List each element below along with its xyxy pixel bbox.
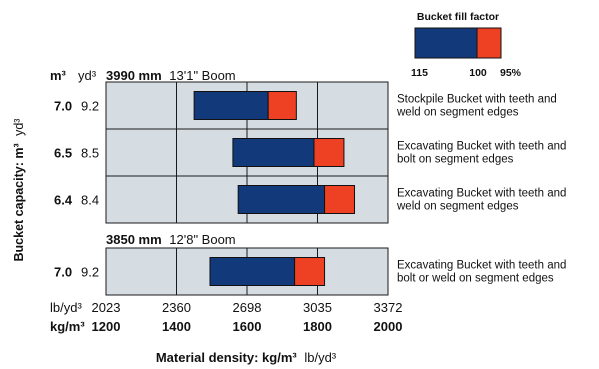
capacity-yd3-g0-r0: 9.2 (81, 99, 99, 114)
header-unit-metric: m³ (50, 68, 67, 83)
capacity-yd3-g1-r0: 9.2 (81, 265, 99, 280)
description-g0-r0-line0: Stockpile Bucket with teeth and (397, 94, 557, 106)
x-tick-kg-4: 2000 (374, 319, 403, 334)
x-tick-kg-0: 1200 (92, 319, 121, 334)
boom-header-2-light: 12'8" Boom (169, 232, 235, 247)
bars-layer (193, 91, 356, 286)
capacity-yd3-g0-r2: 8.4 (81, 193, 99, 208)
description-g0-r0-line1: weld on segment edges (396, 107, 519, 119)
x-tick-lb-2: 2698 (233, 300, 262, 315)
x-tick-lb-0: 2023 (92, 300, 121, 315)
x-tick-labels: 2023 1200 2360 1400 2698 1600 3035 1800 3372 2000 (92, 300, 403, 334)
legend-swatch-base (414, 27, 478, 59)
x-axis-lb-unit: lb/yd³ (50, 300, 82, 315)
x-axis-title: Material density: kg/m³ lb/yd³ (156, 350, 337, 365)
boom-header-2: 3850 mm 12'8" Boom (106, 232, 236, 247)
x-axis-kg-unit: kg/m³ (50, 319, 85, 334)
y-axis-title-bold: Bucket capacity: m³ (12, 143, 26, 261)
legend-label-115: 115 (411, 67, 428, 79)
header-unit-imperial: yd³ (78, 68, 97, 83)
bar-base-g0-r1 (232, 138, 315, 167)
boom-header-1-light: 13'1" Boom (169, 68, 235, 83)
capacity-yd3-g0-r1: 8.5 (81, 146, 99, 161)
bar-base-g0-r2 (237, 185, 326, 214)
x-axis-title-light: lb/yd³ (304, 350, 336, 365)
row-labels: 7.0 9.2 6.5 8.5 6.4 8.4 7.0 9.2 (54, 99, 99, 280)
legend-label-95: 95% (500, 67, 522, 79)
bar-base-g1-r0 (209, 257, 296, 286)
x-tick-lb-3: 3035 (303, 300, 332, 315)
description-g0-r2-line0: Excavating Bucket with teeth and (397, 188, 566, 200)
bar-extra-g0-r1 (313, 138, 345, 167)
x-tick-lb-1: 2360 (162, 300, 191, 315)
description-g1-r0-line1: bolt or weld on segment edges (397, 273, 554, 285)
legend-swatch-extra (476, 27, 502, 59)
fill-factor-legend: Bucket fill factor 115 100 95% (411, 11, 522, 79)
capacity-m3-g0-r1: 6.5 (54, 146, 72, 161)
svg-text:3850 mm 12'8" Boom: 3850 mm 12'8" Boom (106, 232, 236, 247)
legend-title: Bucket fill factor (417, 11, 499, 23)
capacity-m3-g0-r2: 6.4 (54, 193, 73, 208)
boom-header-1: 3990 mm 13'1" Boom (106, 68, 236, 83)
x-tick-kg-3: 1800 (303, 319, 332, 334)
bar-extra-g0-r0 (267, 91, 297, 120)
x-tick-lb-4: 3372 (374, 300, 403, 315)
capacity-m3-g0-r0: 7.0 (54, 99, 72, 114)
bar-extra-g0-r2 (324, 185, 356, 214)
bar-extra-g1-r0 (294, 257, 326, 286)
boom-header-1-bold: 3990 mm (106, 68, 162, 83)
y-axis-title-light: yd³ (12, 119, 26, 136)
boom-header-2-bold: 3850 mm (106, 232, 162, 247)
capacity-m3-g1-r0: 7.0 (54, 265, 72, 280)
y-axis-title: Bucket capacity: m³ yd³ (12, 119, 26, 262)
description-g0-r1-line1: bolt on segment edges (397, 154, 514, 166)
svg-text:3990 mm 13'1" Boom: 3990 mm 13'1" Boom (106, 68, 236, 83)
legend-label-100: 100 (469, 67, 487, 79)
description-g0-r2-line1: weld on segment edges (396, 201, 519, 213)
x-tick-kg-2: 1600 (233, 319, 262, 334)
bar-base-g0-r0 (193, 91, 269, 120)
description-g0-r1-line0: Excavating Bucket with teeth and (397, 141, 566, 153)
x-tick-kg-1: 1400 (162, 319, 191, 334)
description-g1-r0-line0: Excavating Bucket with teeth and (397, 260, 566, 272)
x-axis-title-bold: Material density: kg/m³ (156, 350, 298, 365)
